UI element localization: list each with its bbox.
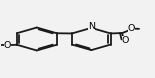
Text: O: O — [122, 36, 129, 45]
Text: N: N — [88, 22, 95, 31]
Text: O: O — [128, 24, 135, 33]
Text: O: O — [4, 41, 11, 50]
